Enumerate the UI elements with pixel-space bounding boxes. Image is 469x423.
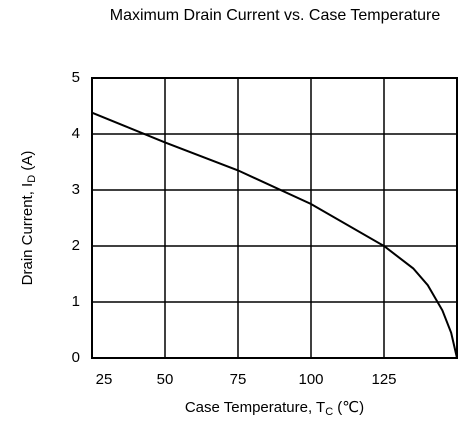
x-tick-label: 125 xyxy=(371,371,396,388)
x-axis-label-part: Case Temperature, T xyxy=(185,399,325,416)
x-axis-label: Case Temperature, TC (℃) xyxy=(185,399,364,418)
x-tick-label: 50 xyxy=(157,371,174,388)
y-tick-label: 5 xyxy=(72,69,80,86)
x-tick-label: 75 xyxy=(230,371,247,388)
y-axis-label-part: Drain Current, I xyxy=(19,183,36,286)
line-series xyxy=(91,111,458,359)
y-tick-label: 1 xyxy=(72,293,80,310)
plot-frame xyxy=(91,77,458,359)
y-tick-label: 3 xyxy=(72,181,80,198)
x-tick-label: 100 xyxy=(298,371,323,388)
x-axis-label-part: C xyxy=(325,406,333,418)
y-tick-label: 0 xyxy=(72,349,80,366)
y-tick-label: 4 xyxy=(72,125,80,142)
y-axis-label-part: (A) xyxy=(19,151,36,175)
y-tick-label: 2 xyxy=(72,237,80,254)
y-axis-label-part: D xyxy=(26,175,38,183)
x-tick-label: 25 xyxy=(96,371,113,388)
y-axis-label: Drain Current, ID (A) xyxy=(19,151,38,286)
chart-title: Maximum Drain Current vs. Case Temperatu… xyxy=(109,7,441,24)
x-axis-label-part: (℃) xyxy=(333,399,364,416)
